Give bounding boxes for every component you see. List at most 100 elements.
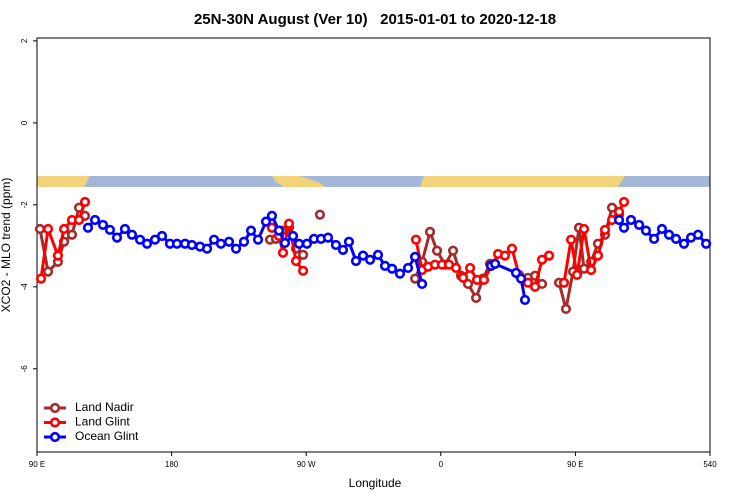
y-tick-label: -6 xyxy=(20,365,29,373)
point xyxy=(126,229,138,240)
point xyxy=(364,254,376,265)
y-tick-label: 0 xyxy=(20,120,29,125)
point xyxy=(357,250,369,261)
point xyxy=(42,223,54,235)
point xyxy=(343,236,355,247)
point xyxy=(230,243,242,254)
point xyxy=(409,273,421,284)
point xyxy=(277,247,289,258)
point xyxy=(409,251,421,262)
point xyxy=(447,245,459,256)
point xyxy=(586,264,597,276)
point xyxy=(337,244,349,256)
point xyxy=(417,278,428,290)
point xyxy=(322,232,334,243)
point xyxy=(372,249,384,260)
plot-area xyxy=(34,196,712,315)
point xyxy=(558,277,570,288)
point xyxy=(156,230,168,242)
series-line xyxy=(86,213,708,301)
series-line xyxy=(38,204,621,310)
point xyxy=(79,196,91,208)
point xyxy=(301,238,313,249)
point xyxy=(201,243,213,254)
point xyxy=(208,234,220,245)
point xyxy=(386,263,398,274)
point xyxy=(273,225,285,236)
point xyxy=(186,239,198,251)
y-axis-label: XCO2 - MLO trend (ppm) xyxy=(0,178,13,313)
point xyxy=(450,262,462,274)
point xyxy=(648,233,660,244)
point xyxy=(678,238,690,249)
x-tick-label: 180 xyxy=(165,460,179,469)
land-patch xyxy=(420,176,625,187)
point xyxy=(640,225,652,236)
point xyxy=(58,223,70,235)
point xyxy=(134,234,146,245)
plot-frame xyxy=(36,37,711,453)
legend-marker xyxy=(49,417,61,428)
point xyxy=(410,234,422,245)
y-tick-label: -4 xyxy=(20,283,29,291)
legend-marker xyxy=(49,402,61,414)
point xyxy=(394,268,406,279)
point xyxy=(238,236,250,247)
land-patch xyxy=(37,176,90,187)
legend-label: Land Nadir xyxy=(75,400,134,414)
point xyxy=(522,277,534,288)
point xyxy=(613,214,625,226)
point xyxy=(290,255,302,267)
point xyxy=(613,206,625,217)
point xyxy=(330,239,342,251)
point xyxy=(543,250,555,261)
point xyxy=(297,265,309,276)
legend-label: Ocean Glint xyxy=(75,429,139,443)
point xyxy=(519,294,531,306)
point xyxy=(34,223,46,235)
y-tick-label: -2 xyxy=(20,201,29,209)
ocean-band xyxy=(37,176,710,187)
point xyxy=(536,254,548,265)
point xyxy=(260,216,272,227)
point xyxy=(560,303,572,315)
point xyxy=(283,218,295,229)
point xyxy=(424,226,436,237)
point xyxy=(314,209,326,220)
point xyxy=(599,224,611,235)
point xyxy=(565,234,577,245)
legend-marker xyxy=(49,431,61,443)
map-strip xyxy=(37,176,710,187)
point xyxy=(634,219,645,231)
x-tick-label: 540 xyxy=(703,460,717,469)
point xyxy=(462,278,474,290)
point xyxy=(670,233,682,244)
point xyxy=(516,273,527,284)
point xyxy=(297,249,309,260)
x-tick-label: 90 E xyxy=(29,460,45,469)
point xyxy=(82,222,94,233)
y-tick-label: 2 xyxy=(20,38,29,43)
point xyxy=(141,238,153,249)
point xyxy=(73,214,85,226)
point xyxy=(252,234,264,245)
point xyxy=(279,237,291,249)
point xyxy=(506,243,518,254)
point xyxy=(618,222,630,233)
x-tick-label: 90 W xyxy=(297,460,316,469)
x-tick-label: 0 xyxy=(439,460,444,469)
point xyxy=(89,214,101,226)
point xyxy=(52,250,64,261)
point xyxy=(97,219,109,231)
chart-title: 25N-30N August (Ver 10) 2015-01-01 to 20… xyxy=(194,11,556,28)
point xyxy=(350,255,362,267)
x-axis-label: Longitude xyxy=(349,476,402,490)
point xyxy=(692,229,704,240)
point xyxy=(499,250,511,261)
point xyxy=(656,223,668,235)
point xyxy=(618,196,630,208)
point xyxy=(215,238,227,249)
point xyxy=(592,250,604,261)
